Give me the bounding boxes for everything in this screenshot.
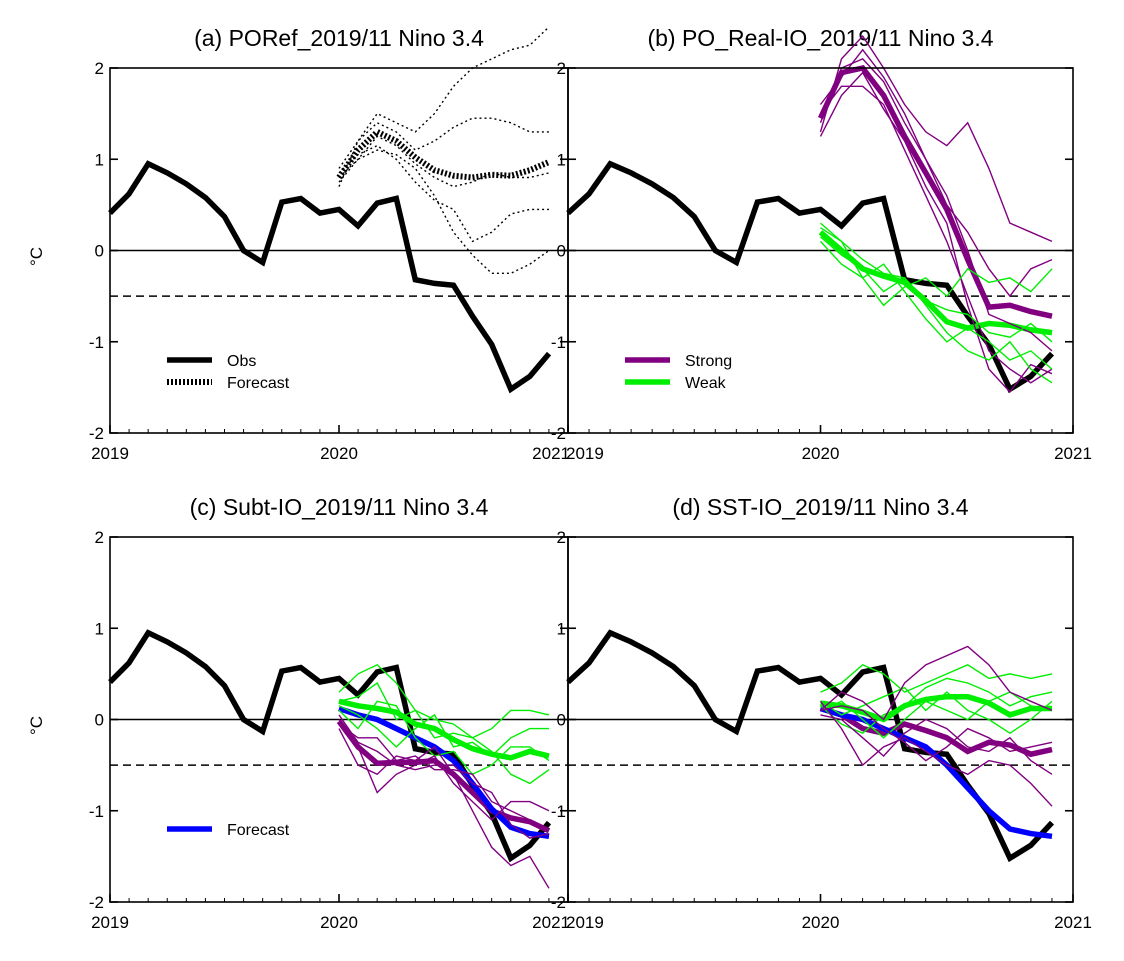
panel-d: (d) SST-IO_2019/11 Nino 3.4 -2 -1 0 1 2 2019 20… xyxy=(551,494,1092,932)
legend-label: Forecast xyxy=(227,375,290,392)
member-line xyxy=(820,714,1053,775)
ensemble-mean-line xyxy=(819,705,1053,758)
member-line xyxy=(338,700,550,776)
x-tick-label: 2020 xyxy=(802,444,840,463)
panel-title: (b) PO_Real-IO_2019/11 Nino 3.4 xyxy=(647,25,993,51)
y-tick-label: 0 xyxy=(95,242,104,261)
y-tick-label: -1 xyxy=(89,802,104,821)
ensemble-mean-line xyxy=(338,698,550,761)
member-line xyxy=(819,71,1053,393)
member-line xyxy=(338,663,550,739)
member-line xyxy=(819,240,1053,370)
x-tick-label: 2021 xyxy=(532,913,570,932)
panel-title: (d) SST-IO_2019/11 Nino 3.4 xyxy=(672,494,968,520)
panel-title: (c) Subt-IO_2019/11 Nino 3.4 xyxy=(190,494,489,520)
member-line xyxy=(820,227,1053,384)
member-line xyxy=(338,681,550,785)
member-line xyxy=(820,686,1053,735)
y-tick-label: 1 xyxy=(557,150,566,169)
x-tick-label: 2021 xyxy=(532,444,570,463)
member-line xyxy=(338,26,550,187)
member-line xyxy=(338,144,549,243)
member-line xyxy=(820,677,1053,735)
y-tick-label: -2 xyxy=(551,893,566,912)
x-tick-label: 2021 xyxy=(1054,913,1092,932)
member-line xyxy=(819,58,1053,352)
y-tick-label: 0 xyxy=(95,711,104,730)
member-line xyxy=(819,700,1053,807)
member-line xyxy=(338,728,550,889)
member-line xyxy=(338,117,549,169)
x-tick-label: 2020 xyxy=(320,913,358,932)
y-tick-label: -2 xyxy=(89,424,104,443)
member-line xyxy=(820,222,1053,307)
y-tick-label: 1 xyxy=(95,619,104,638)
member-line xyxy=(338,714,550,839)
x-tick-label: 2020 xyxy=(802,913,840,932)
y-tick-label: 0 xyxy=(557,711,566,730)
member-line xyxy=(819,34,1053,243)
member-line xyxy=(820,236,1053,343)
x-tick-label: 2021 xyxy=(1054,444,1092,463)
panel-title: (a) PORef_2019/11 Nino 3.4 xyxy=(194,25,484,51)
x-tick-label: 2020 xyxy=(320,444,358,463)
member-line xyxy=(820,705,1053,762)
ensemble-mean-line xyxy=(818,64,1053,319)
y-tick-label: 2 xyxy=(95,59,104,78)
y-tick-label: -2 xyxy=(89,893,104,912)
y-tick-label: 2 xyxy=(557,528,566,547)
y-tick-label: -1 xyxy=(551,802,566,821)
x-tick-label: 2019 xyxy=(566,913,604,932)
y-tick-label: 1 xyxy=(95,150,104,169)
y-tick-label: -1 xyxy=(89,333,104,352)
legend-label: Forecast xyxy=(227,822,290,839)
member-line xyxy=(819,48,1053,298)
member-line xyxy=(820,663,1053,693)
legend-label: Strong xyxy=(685,353,732,370)
member-line xyxy=(338,723,550,830)
y-tick-label: 1 xyxy=(557,619,566,638)
y-tick-label: 2 xyxy=(557,59,566,78)
legend-label: Weak xyxy=(685,375,727,392)
legend-label: Obs xyxy=(227,353,256,370)
obs-line xyxy=(566,160,1055,394)
y-tick-label: 0 xyxy=(557,242,566,261)
member-line xyxy=(819,85,1053,384)
y-tick-label: -1 xyxy=(551,333,566,352)
y-axis-label: °C xyxy=(27,247,46,266)
x-tick-label: 2019 xyxy=(91,913,129,932)
ensemble-mean-line xyxy=(336,128,551,181)
ensemble-mean-line xyxy=(820,693,1052,723)
panel-a: (a) PORef_2019/11 Nino 3.4 °C -2 -1 0 1 2 2019 2… xyxy=(27,25,570,463)
x-tick-label: 2019 xyxy=(91,444,129,463)
y-axis-label: °C xyxy=(27,716,46,735)
y-tick-label: -2 xyxy=(551,424,566,443)
panel-b: (b) PO_Real-IO_2019/11 Nino 3.4 -2 -1 0 1 2 20… xyxy=(551,25,1092,463)
panel-c: (c) Subt-IO_2019/11 Nino 3.4°C-2-1012201… xyxy=(27,494,570,932)
forecast-line xyxy=(819,705,1053,840)
member-line xyxy=(820,645,1053,721)
member-line xyxy=(338,705,549,757)
ensemble-mean-line xyxy=(336,719,551,834)
x-tick-label: 2019 xyxy=(566,444,604,463)
y-tick-label: 2 xyxy=(95,528,104,547)
obs-line xyxy=(108,160,552,394)
member-line xyxy=(338,135,550,188)
